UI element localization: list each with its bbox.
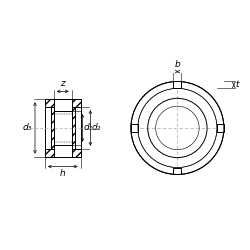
Text: h: h <box>60 170 66 178</box>
Polygon shape <box>217 124 224 132</box>
Text: z: z <box>60 80 65 88</box>
Polygon shape <box>72 107 74 149</box>
Circle shape <box>156 107 199 149</box>
Polygon shape <box>51 107 54 149</box>
Polygon shape <box>174 168 181 174</box>
Text: b: b <box>174 60 180 69</box>
Polygon shape <box>45 99 54 107</box>
Polygon shape <box>174 82 181 88</box>
Text: t: t <box>236 80 239 90</box>
Polygon shape <box>131 124 138 132</box>
Polygon shape <box>45 149 54 157</box>
Text: d₃: d₃ <box>23 124 32 132</box>
Polygon shape <box>72 99 80 107</box>
Polygon shape <box>72 149 80 157</box>
Text: d₁: d₁ <box>84 124 93 132</box>
Circle shape <box>129 80 226 176</box>
Text: d₂: d₂ <box>92 124 101 132</box>
